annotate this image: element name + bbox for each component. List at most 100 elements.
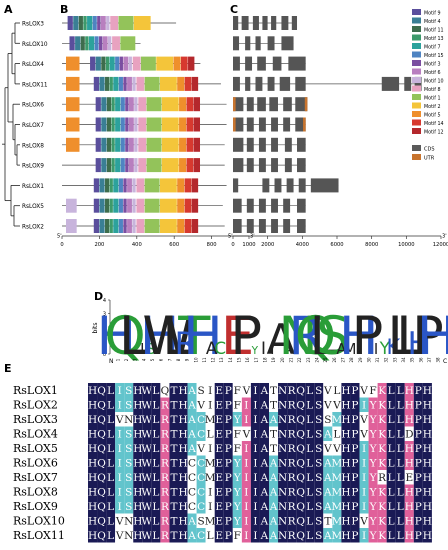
alignment-residue: R: [288, 530, 297, 542]
alignment-cell: [115, 499, 125, 514]
alignment-residue: W: [141, 472, 152, 484]
alignment-residue: H: [341, 516, 350, 528]
alignment-residue: P: [225, 400, 232, 412]
alignment-cell: [323, 383, 333, 398]
tick-label: 12000: [433, 242, 448, 248]
alignment-cell: [214, 397, 224, 412]
motif-box: [111, 117, 115, 132]
alignment-residue: C: [188, 487, 196, 499]
alignment-cell: [287, 528, 297, 543]
alignment-cell: [250, 426, 260, 441]
alignment-cell: [314, 426, 324, 441]
motif-box: [132, 198, 136, 213]
motif-box: [66, 219, 77, 233]
motif-box: [101, 117, 107, 132]
alignment-cell: [106, 441, 116, 456]
alignment-cell: [205, 470, 215, 485]
alignment-residue: T: [170, 530, 177, 542]
alignment-residue: H: [405, 487, 414, 499]
alignment-cell: [368, 412, 378, 427]
motif-box: [111, 158, 115, 173]
alignment-cell: [187, 513, 197, 528]
alignment-cell: [350, 383, 360, 398]
alignment-residue: P: [415, 458, 422, 470]
alignment-cell: [160, 397, 170, 412]
motif-box: [120, 137, 125, 152]
motif-box: [179, 158, 187, 173]
exon-box: [414, 76, 422, 91]
alignment-residue: H: [341, 530, 350, 542]
alignment-residue: R: [161, 429, 170, 441]
motif-box: [123, 198, 127, 213]
logo-position: 38: [436, 357, 441, 363]
alignment-residue: L: [397, 385, 404, 397]
motif-box: [113, 76, 119, 91]
logo-position: 34: [401, 357, 406, 363]
logo-letter: A: [336, 341, 346, 358]
motif-box: [106, 158, 111, 173]
alignment-residue: I: [362, 443, 366, 455]
gene-name: RsLOX5: [22, 204, 44, 210]
motif-box: [159, 198, 177, 213]
alignment-residue: P: [351, 414, 358, 426]
alignment-cell: [232, 426, 242, 441]
legend-label: UTR: [424, 156, 435, 162]
alignment-residue: L: [388, 385, 395, 397]
alignment-residue: I: [208, 487, 212, 499]
logo-letter: S: [146, 341, 155, 358]
alignment-cell: [250, 499, 260, 514]
exon-box: [267, 36, 275, 51]
motif-box: [109, 76, 113, 91]
alignment-cell: [359, 412, 369, 427]
alignment-cell: [97, 426, 107, 441]
alignment-residue: H: [178, 472, 187, 484]
alignment-cell: [278, 528, 288, 543]
alignment-cell: [151, 513, 161, 528]
alignment-cell: [232, 412, 242, 427]
alignment-cell: [115, 513, 125, 528]
alignment-residue: V: [115, 414, 124, 426]
alignment-residue: H: [341, 429, 350, 441]
alignment-cell: [178, 499, 188, 514]
alignment-cell: [332, 455, 342, 470]
legend-swatch: [412, 60, 421, 66]
motif-box: [106, 97, 111, 112]
alignment-residue: H: [133, 400, 142, 412]
motif-box: [109, 56, 115, 71]
logo-letter: M: [344, 341, 357, 358]
logo-position: 14: [228, 357, 233, 363]
alignment-cell: [151, 470, 161, 485]
alignment-residue: T: [170, 443, 177, 455]
alignment-cell: [88, 455, 98, 470]
logo-position: 37: [427, 357, 432, 363]
alignment-residue: L: [397, 530, 404, 542]
logo-letter: I: [227, 345, 230, 357]
alignment-cell: [296, 441, 306, 456]
alignment-cell: [341, 441, 351, 456]
motif-box: [118, 198, 123, 213]
alignment-residue: H: [405, 414, 414, 426]
motif-box: [99, 198, 105, 213]
alignment-residue: H: [341, 487, 350, 499]
alignment-cell: [368, 528, 378, 543]
alignment-cell: [314, 499, 324, 514]
alignment-residue: S: [315, 443, 322, 455]
alignment-cell: [187, 484, 197, 499]
motif-box: [132, 178, 136, 193]
alignment-cell: [422, 383, 432, 398]
alignment-cell: [278, 397, 288, 412]
alignment-cell: [214, 455, 224, 470]
motif-box: [134, 137, 138, 152]
alignment-residue: C: [197, 472, 205, 484]
alignment-cell: [205, 455, 215, 470]
alignment-residue: V: [332, 400, 341, 412]
alignment-residue: P: [225, 530, 232, 542]
legend-label: Motif 14: [424, 121, 444, 127]
alignment-residue: L: [397, 516, 404, 528]
alignment-cell: [241, 441, 251, 456]
legend-swatch: [412, 17, 421, 24]
motif-box: [99, 36, 103, 51]
alignment-cell: [259, 528, 269, 543]
alignment-cell: [133, 397, 143, 412]
alignment-residue: A: [260, 458, 269, 470]
